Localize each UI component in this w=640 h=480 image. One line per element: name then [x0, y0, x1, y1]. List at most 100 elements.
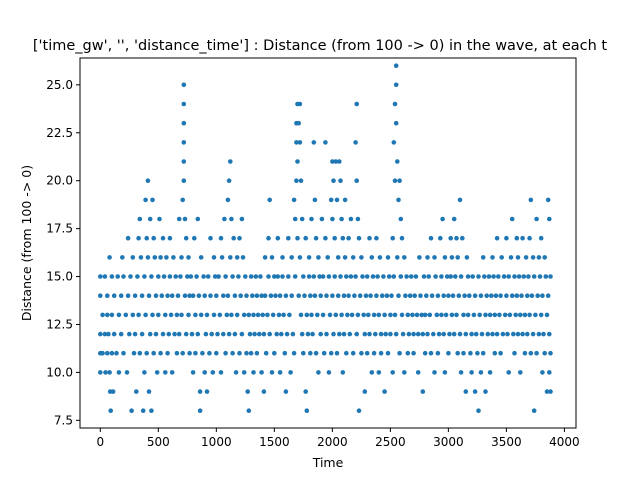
data-point	[163, 312, 168, 318]
data-point	[465, 312, 471, 318]
data-point	[482, 274, 487, 279]
data-point	[475, 350, 480, 356]
data-point	[106, 331, 111, 337]
data-point	[160, 331, 166, 337]
data-point	[123, 312, 129, 318]
data-point	[237, 235, 242, 241]
data-point	[261, 389, 267, 394]
data-point	[432, 255, 437, 260]
data-point	[152, 255, 158, 260]
data-point	[245, 389, 250, 394]
data-point	[363, 293, 369, 299]
data-point	[399, 235, 405, 241]
data-point	[181, 82, 187, 88]
data-point	[147, 216, 153, 222]
data-point	[146, 293, 152, 299]
data-point	[165, 293, 170, 299]
data-point	[393, 331, 399, 337]
data-point	[457, 197, 463, 203]
data-point	[402, 255, 407, 260]
data-point	[348, 274, 354, 279]
data-point	[295, 235, 300, 241]
data-point	[121, 274, 126, 279]
data-point	[189, 331, 195, 337]
data-point	[442, 370, 448, 375]
data-point	[484, 293, 490, 299]
data-point	[139, 331, 145, 337]
data-point	[404, 274, 409, 279]
data-point	[217, 312, 223, 318]
data-point	[153, 331, 159, 337]
data-point	[167, 274, 173, 279]
data-point	[346, 235, 351, 241]
data-point	[247, 331, 253, 337]
data-point	[167, 235, 173, 241]
data-point	[186, 312, 191, 318]
data-point	[120, 255, 125, 260]
data-point	[350, 350, 356, 356]
data-point	[397, 350, 402, 356]
data-point	[468, 350, 473, 356]
data-point	[100, 312, 105, 318]
data-point	[538, 312, 544, 318]
data-point	[100, 350, 105, 356]
data-point	[516, 274, 522, 279]
data-point	[528, 350, 534, 356]
x-tick-label: 1500	[259, 435, 290, 449]
data-point	[226, 178, 232, 183]
x-tick-label: 0	[96, 435, 104, 449]
data-point	[299, 331, 305, 337]
data-point	[490, 331, 495, 337]
data-point	[107, 370, 112, 375]
y-tick-label: 12.5	[46, 317, 73, 331]
y-tick-label: 10.0	[46, 365, 73, 379]
data-point	[111, 331, 117, 337]
data-point	[290, 331, 296, 337]
data-point	[208, 293, 213, 299]
data-point	[506, 274, 512, 279]
data-point	[519, 293, 524, 299]
data-point	[435, 350, 441, 356]
data-point	[214, 293, 219, 299]
data-point	[388, 331, 393, 337]
data-point	[494, 235, 500, 241]
data-point	[312, 197, 318, 203]
data-point	[397, 178, 402, 183]
data-point	[530, 255, 536, 260]
data-point	[439, 274, 444, 279]
data-point	[208, 235, 213, 241]
data-point	[118, 293, 124, 299]
data-point	[172, 331, 177, 337]
data-point	[356, 408, 362, 414]
data-point	[228, 159, 233, 164]
data-point	[467, 293, 472, 299]
data-point	[367, 235, 372, 241]
data-point	[273, 293, 278, 299]
data-point	[340, 370, 346, 375]
data-point	[346, 293, 351, 299]
data-point	[457, 331, 463, 337]
data-point	[411, 331, 416, 337]
data-point	[428, 350, 434, 356]
data-point	[233, 370, 239, 375]
data-point	[190, 293, 196, 299]
data-point	[136, 312, 141, 318]
data-point	[548, 389, 553, 394]
data-point	[156, 312, 161, 318]
data-point	[195, 216, 201, 222]
data-point	[181, 120, 187, 126]
data-point	[306, 255, 312, 260]
data-point	[260, 312, 266, 318]
y-tick-label: 25.0	[46, 78, 73, 92]
data-point	[276, 312, 282, 318]
plot-frame	[79, 57, 577, 429]
data-point	[469, 331, 474, 337]
data-point	[339, 312, 344, 318]
data-point	[453, 274, 458, 279]
data-point	[513, 312, 518, 318]
data-point	[542, 255, 547, 260]
data-point	[374, 293, 379, 299]
data-point	[134, 389, 139, 394]
data-point	[303, 389, 309, 394]
data-point	[362, 389, 368, 394]
